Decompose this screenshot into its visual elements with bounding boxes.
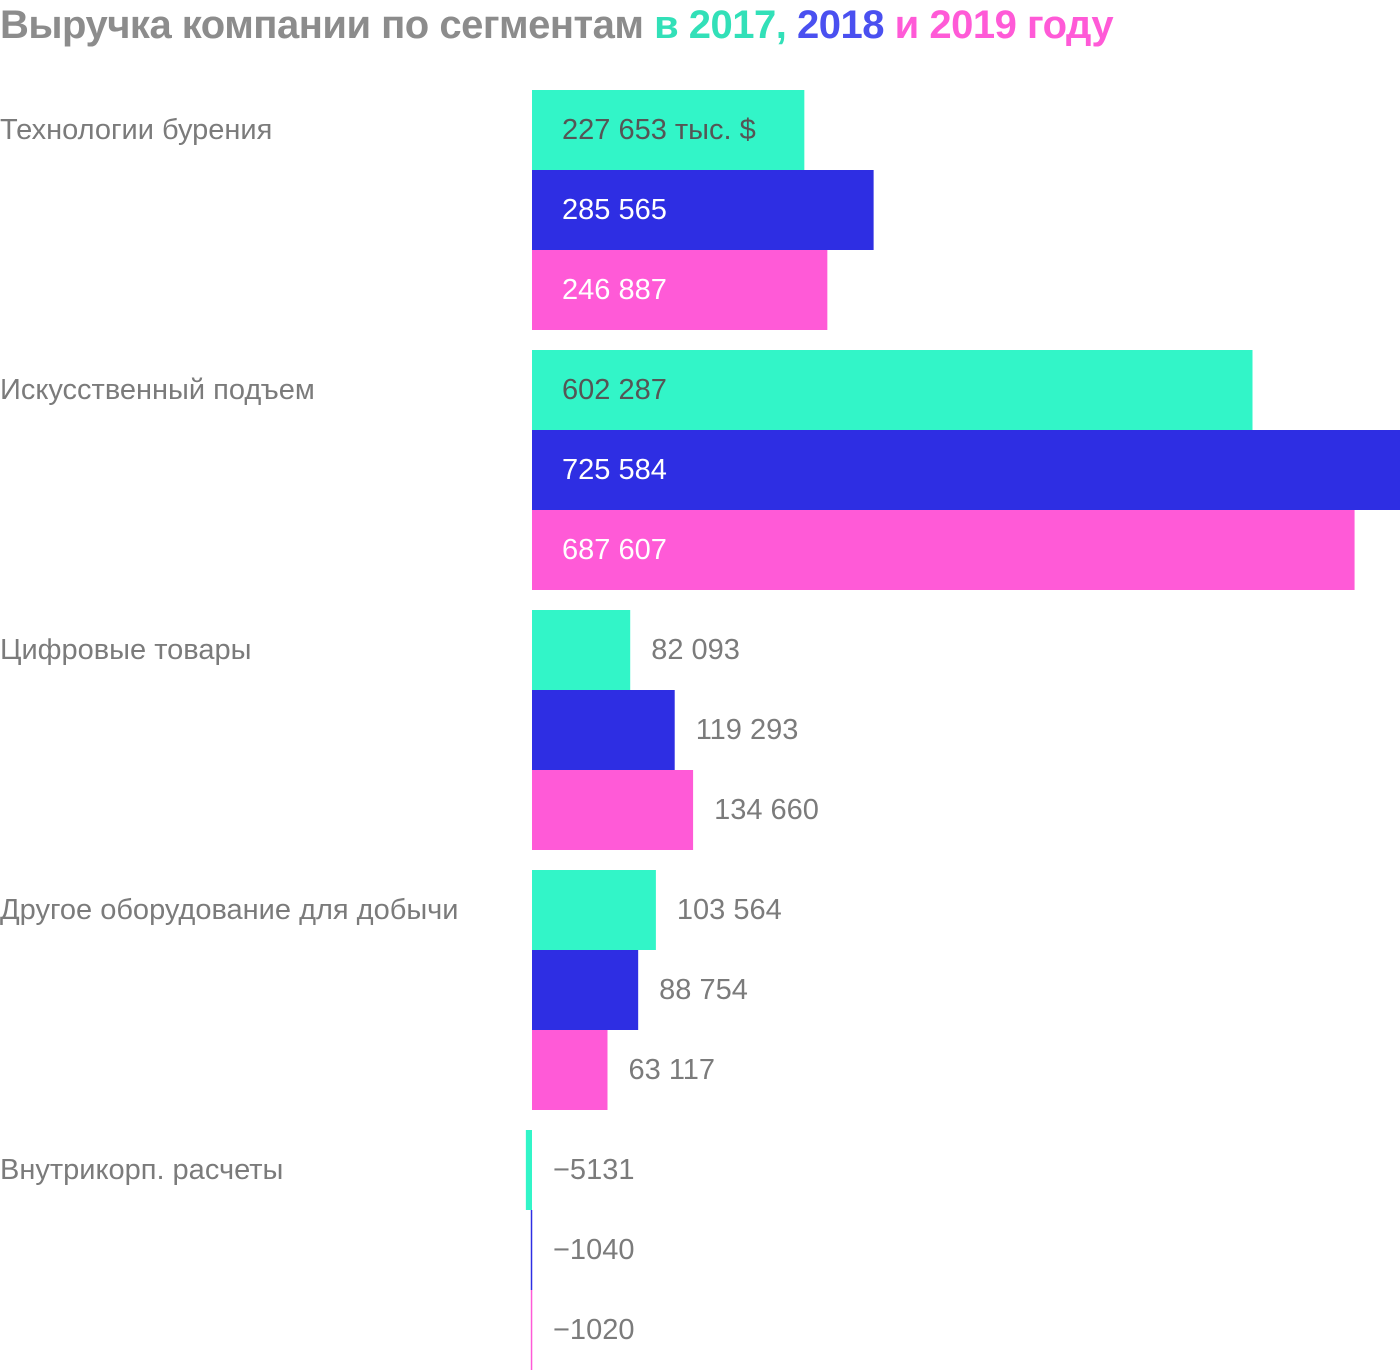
value-label-2018-cat-3: 119 293 xyxy=(696,714,799,746)
bar-2019-cat-4 xyxy=(532,1030,608,1110)
value-label-2017-cat-2: 602 287 xyxy=(562,374,667,406)
value-label-2019-cat-4: 63 117 xyxy=(629,1054,716,1086)
value-label-2019-cat-3: 134 660 xyxy=(714,794,819,826)
value-label-2018-cat-1: 285 565 xyxy=(562,194,667,226)
category-label-3: Цифровые товары xyxy=(0,634,251,666)
value-label-2017-cat-4: 103 564 xyxy=(677,894,782,926)
value-label-2018-cat-2: 725 584 xyxy=(562,454,667,486)
title-year-2018: 2018 xyxy=(797,3,884,47)
title-in: в xyxy=(654,3,679,47)
bar-2017-cat-2 xyxy=(532,350,1253,430)
bar-2018-cat-1 xyxy=(532,170,874,250)
value-label-2018-cat-5: −1040 xyxy=(553,1234,634,1266)
value-label-2017-cat-1: 227 653 тыс. $ xyxy=(562,114,756,146)
bar-2019-cat-3 xyxy=(532,770,694,850)
title-year-2019: 2019 xyxy=(929,3,1017,47)
bar-2017-cat-1 xyxy=(532,90,805,170)
bar-2018-cat-2 xyxy=(532,430,1400,510)
bar-2019-cat-2 xyxy=(532,510,1355,590)
bar-2019-cat-5 xyxy=(530,1290,533,1370)
category-label-2: Искусственный подъем xyxy=(0,374,315,406)
value-label-2019-cat-1: 246 887 xyxy=(562,274,667,306)
value-label-2019-cat-5: −1020 xyxy=(553,1314,634,1346)
title-year-2017: 2017, xyxy=(688,3,787,47)
chart-title: Выручка компании по сегментам в 2017, 20… xyxy=(0,0,1400,56)
bar-2018-cat-4 xyxy=(532,950,639,1030)
bar-2018-cat-3 xyxy=(532,690,675,770)
title-prefix: Выручка компании по сегментам xyxy=(0,3,644,47)
bar-2017-cat-5 xyxy=(525,1130,532,1210)
bar-2019-cat-1 xyxy=(532,250,828,330)
bar-2017-cat-4 xyxy=(532,870,656,950)
category-label-1: Технологии бурения xyxy=(0,114,272,146)
bar-2018-cat-5 xyxy=(530,1210,533,1290)
value-label-2017-cat-3: 82 093 xyxy=(651,634,740,666)
value-label-2019-cat-2: 687 607 xyxy=(562,534,667,566)
category-label-5: Внутрикорп. расчеты xyxy=(0,1154,283,1186)
value-label-2018-cat-4: 88 754 xyxy=(659,974,748,1006)
value-label-2017-cat-5: −5131 xyxy=(553,1154,634,1186)
title-suffix: году xyxy=(1026,3,1114,47)
title-and: и xyxy=(894,3,920,47)
bar-2017-cat-3 xyxy=(532,610,631,690)
category-label-4: Другое оборудование для добычи xyxy=(0,894,458,926)
